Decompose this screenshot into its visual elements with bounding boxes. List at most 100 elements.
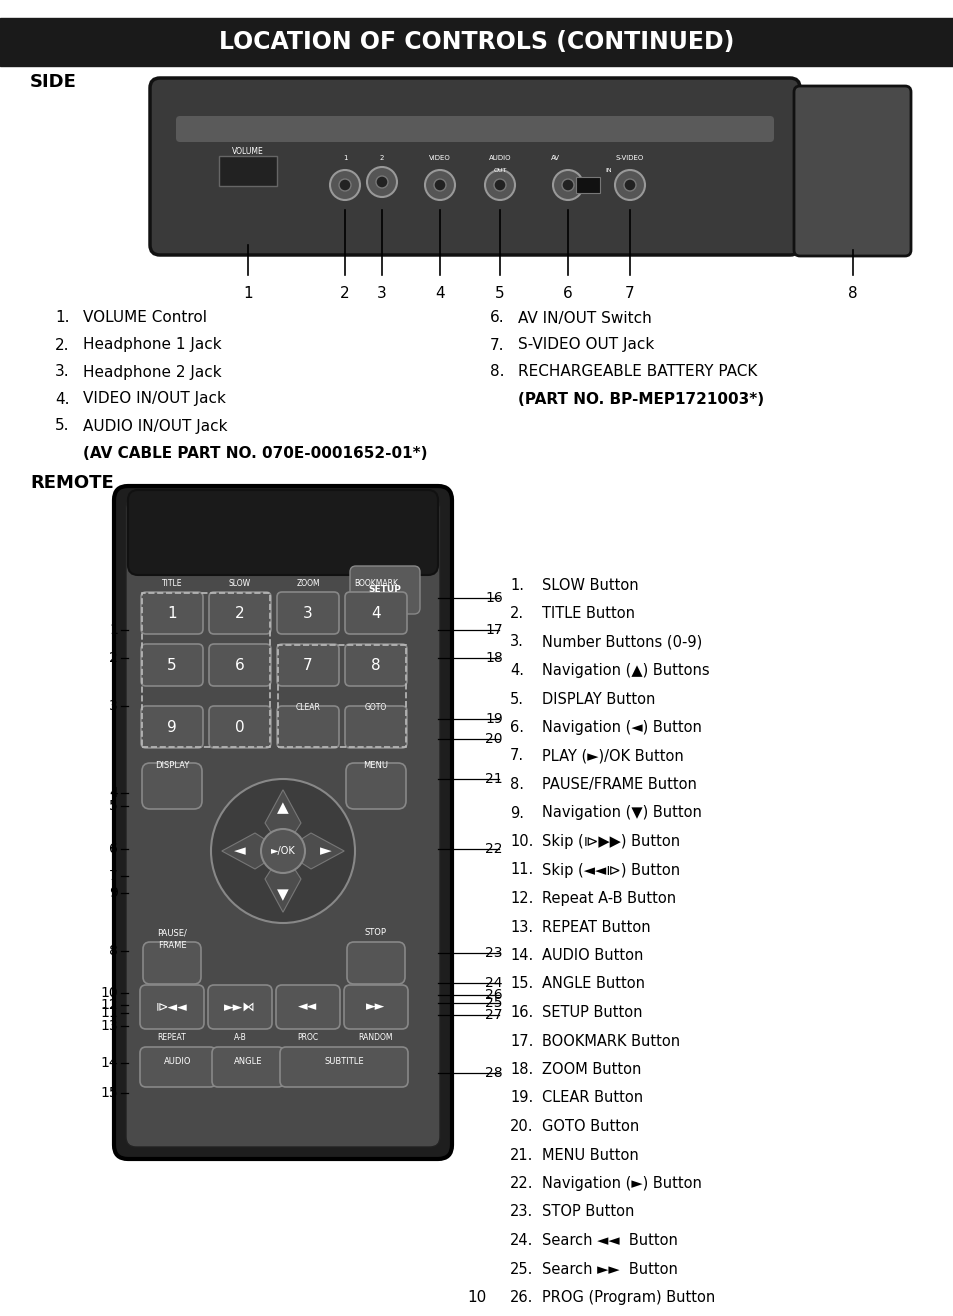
Text: TITLE Button: TITLE Button [541, 605, 635, 621]
Circle shape [375, 176, 388, 188]
Text: 14: 14 [100, 1055, 118, 1070]
Polygon shape [265, 851, 301, 912]
FancyBboxPatch shape [175, 116, 773, 142]
Text: VOLUME Control: VOLUME Control [83, 311, 207, 325]
Text: 3: 3 [376, 286, 387, 300]
Text: SLOW: SLOW [229, 579, 251, 587]
Text: 8: 8 [109, 944, 118, 958]
Text: Search ◄◄  Button: Search ◄◄ Button [541, 1233, 678, 1248]
FancyBboxPatch shape [345, 644, 407, 686]
Text: ►/OK: ►/OK [271, 846, 295, 855]
Text: 6.: 6. [510, 720, 523, 736]
Text: 4: 4 [110, 786, 118, 800]
FancyBboxPatch shape [140, 984, 204, 1029]
Text: DISPLAY: DISPLAY [154, 761, 189, 770]
Text: 18.: 18. [510, 1062, 533, 1076]
Text: 12: 12 [100, 998, 118, 1012]
Text: Skip (⧐▶▶) Button: Skip (⧐▶▶) Button [541, 834, 679, 849]
FancyBboxPatch shape [209, 592, 271, 634]
Text: 10: 10 [467, 1291, 486, 1305]
Text: MENU: MENU [363, 761, 388, 770]
Text: 5: 5 [495, 286, 504, 300]
Text: 1: 1 [167, 605, 176, 621]
Circle shape [623, 179, 636, 191]
Text: BOOKMARK: BOOKMARK [354, 579, 397, 587]
FancyBboxPatch shape [346, 763, 406, 809]
Text: 3.: 3. [510, 634, 523, 650]
Text: 25: 25 [485, 996, 502, 1009]
Text: VIDEO IN/OUT Jack: VIDEO IN/OUT Jack [83, 391, 226, 407]
Text: 2: 2 [110, 651, 118, 665]
Text: (AV CABLE PART NO. 070E-0001652-01*): (AV CABLE PART NO. 070E-0001652-01*) [83, 446, 427, 461]
Text: 23.: 23. [510, 1204, 533, 1220]
Text: Number Buttons (0-9): Number Buttons (0-9) [541, 634, 701, 650]
Text: 4.: 4. [510, 663, 523, 678]
Text: PLAY (►)/OK Button: PLAY (►)/OK Button [541, 749, 683, 763]
Circle shape [367, 167, 396, 197]
Text: 5.: 5. [55, 418, 70, 433]
Text: Navigation (◄) Button: Navigation (◄) Button [541, 720, 701, 736]
Text: 5: 5 [110, 799, 118, 813]
Text: ANGLE Button: ANGLE Button [541, 976, 644, 991]
Text: 2: 2 [235, 605, 245, 621]
FancyBboxPatch shape [350, 566, 419, 615]
Text: Navigation (▲) Buttons: Navigation (▲) Buttons [541, 663, 709, 678]
FancyBboxPatch shape [143, 942, 201, 984]
Text: PAUSE/FRAME Button: PAUSE/FRAME Button [541, 776, 696, 792]
Text: 0: 0 [235, 720, 245, 734]
Circle shape [484, 170, 515, 200]
Text: ZOOM Button: ZOOM Button [541, 1062, 640, 1076]
Text: 19: 19 [485, 712, 502, 726]
Text: Headphone 2 Jack: Headphone 2 Jack [83, 365, 221, 379]
Circle shape [561, 179, 574, 191]
Text: SETUP Button: SETUP Button [541, 1005, 641, 1020]
FancyBboxPatch shape [576, 176, 599, 193]
Text: SETUP: SETUP [368, 586, 401, 595]
Text: 27: 27 [485, 1008, 502, 1023]
Text: 6.: 6. [490, 311, 504, 325]
Text: GOTO: GOTO [364, 703, 387, 712]
Polygon shape [221, 833, 283, 869]
FancyBboxPatch shape [209, 644, 271, 686]
Text: AV IN/OUT Switch: AV IN/OUT Switch [517, 311, 651, 325]
Text: 11.: 11. [510, 862, 533, 878]
Bar [0, 18, 953, 66]
Text: STOP Button: STOP Button [541, 1204, 634, 1220]
Circle shape [434, 179, 446, 191]
Text: Navigation (▼) Button: Navigation (▼) Button [541, 805, 701, 820]
Text: DISPLAY Button: DISPLAY Button [541, 691, 655, 707]
Text: AV: AV [550, 155, 558, 161]
Text: 9.: 9. [510, 805, 523, 820]
FancyBboxPatch shape [140, 1048, 215, 1087]
Text: 20: 20 [485, 732, 502, 746]
Text: RECHARGEABLE BATTERY PACK: RECHARGEABLE BATTERY PACK [517, 365, 757, 379]
Text: Search ►►  Button: Search ►► Button [541, 1262, 678, 1277]
Text: AUDIO Button: AUDIO Button [541, 948, 642, 963]
Text: AUDIO: AUDIO [164, 1057, 192, 1066]
FancyBboxPatch shape [276, 644, 338, 686]
Text: SUBTITLE: SUBTITLE [324, 1057, 363, 1066]
Polygon shape [283, 833, 344, 869]
FancyBboxPatch shape [209, 705, 271, 747]
Text: Skip (◄◄⧐) Button: Skip (◄◄⧐) Button [541, 862, 679, 878]
FancyBboxPatch shape [345, 705, 407, 747]
Text: 6: 6 [562, 286, 572, 300]
Circle shape [553, 170, 582, 200]
Text: 14.: 14. [510, 948, 533, 963]
Text: MENU Button: MENU Button [541, 1148, 639, 1162]
Text: ⧐◄◄: ⧐◄◄ [156, 1000, 188, 1013]
Text: ◄: ◄ [233, 844, 246, 858]
Text: ►►: ►► [366, 1000, 385, 1013]
Text: PAUSE/: PAUSE/ [157, 928, 187, 937]
FancyBboxPatch shape [793, 86, 910, 257]
Text: ◄◄: ◄◄ [298, 1000, 317, 1013]
Text: 2: 2 [379, 155, 384, 161]
Text: 20.: 20. [510, 1119, 533, 1134]
Text: 13.: 13. [510, 920, 533, 934]
Text: 12.: 12. [510, 891, 533, 905]
Bar [277, 645, 406, 747]
Text: 5: 5 [167, 658, 176, 672]
Text: FRAME: FRAME [157, 941, 186, 950]
Text: (PART NO. BP-MEP1721003*): (PART NO. BP-MEP1721003*) [517, 391, 763, 407]
Text: 3: 3 [303, 605, 313, 621]
